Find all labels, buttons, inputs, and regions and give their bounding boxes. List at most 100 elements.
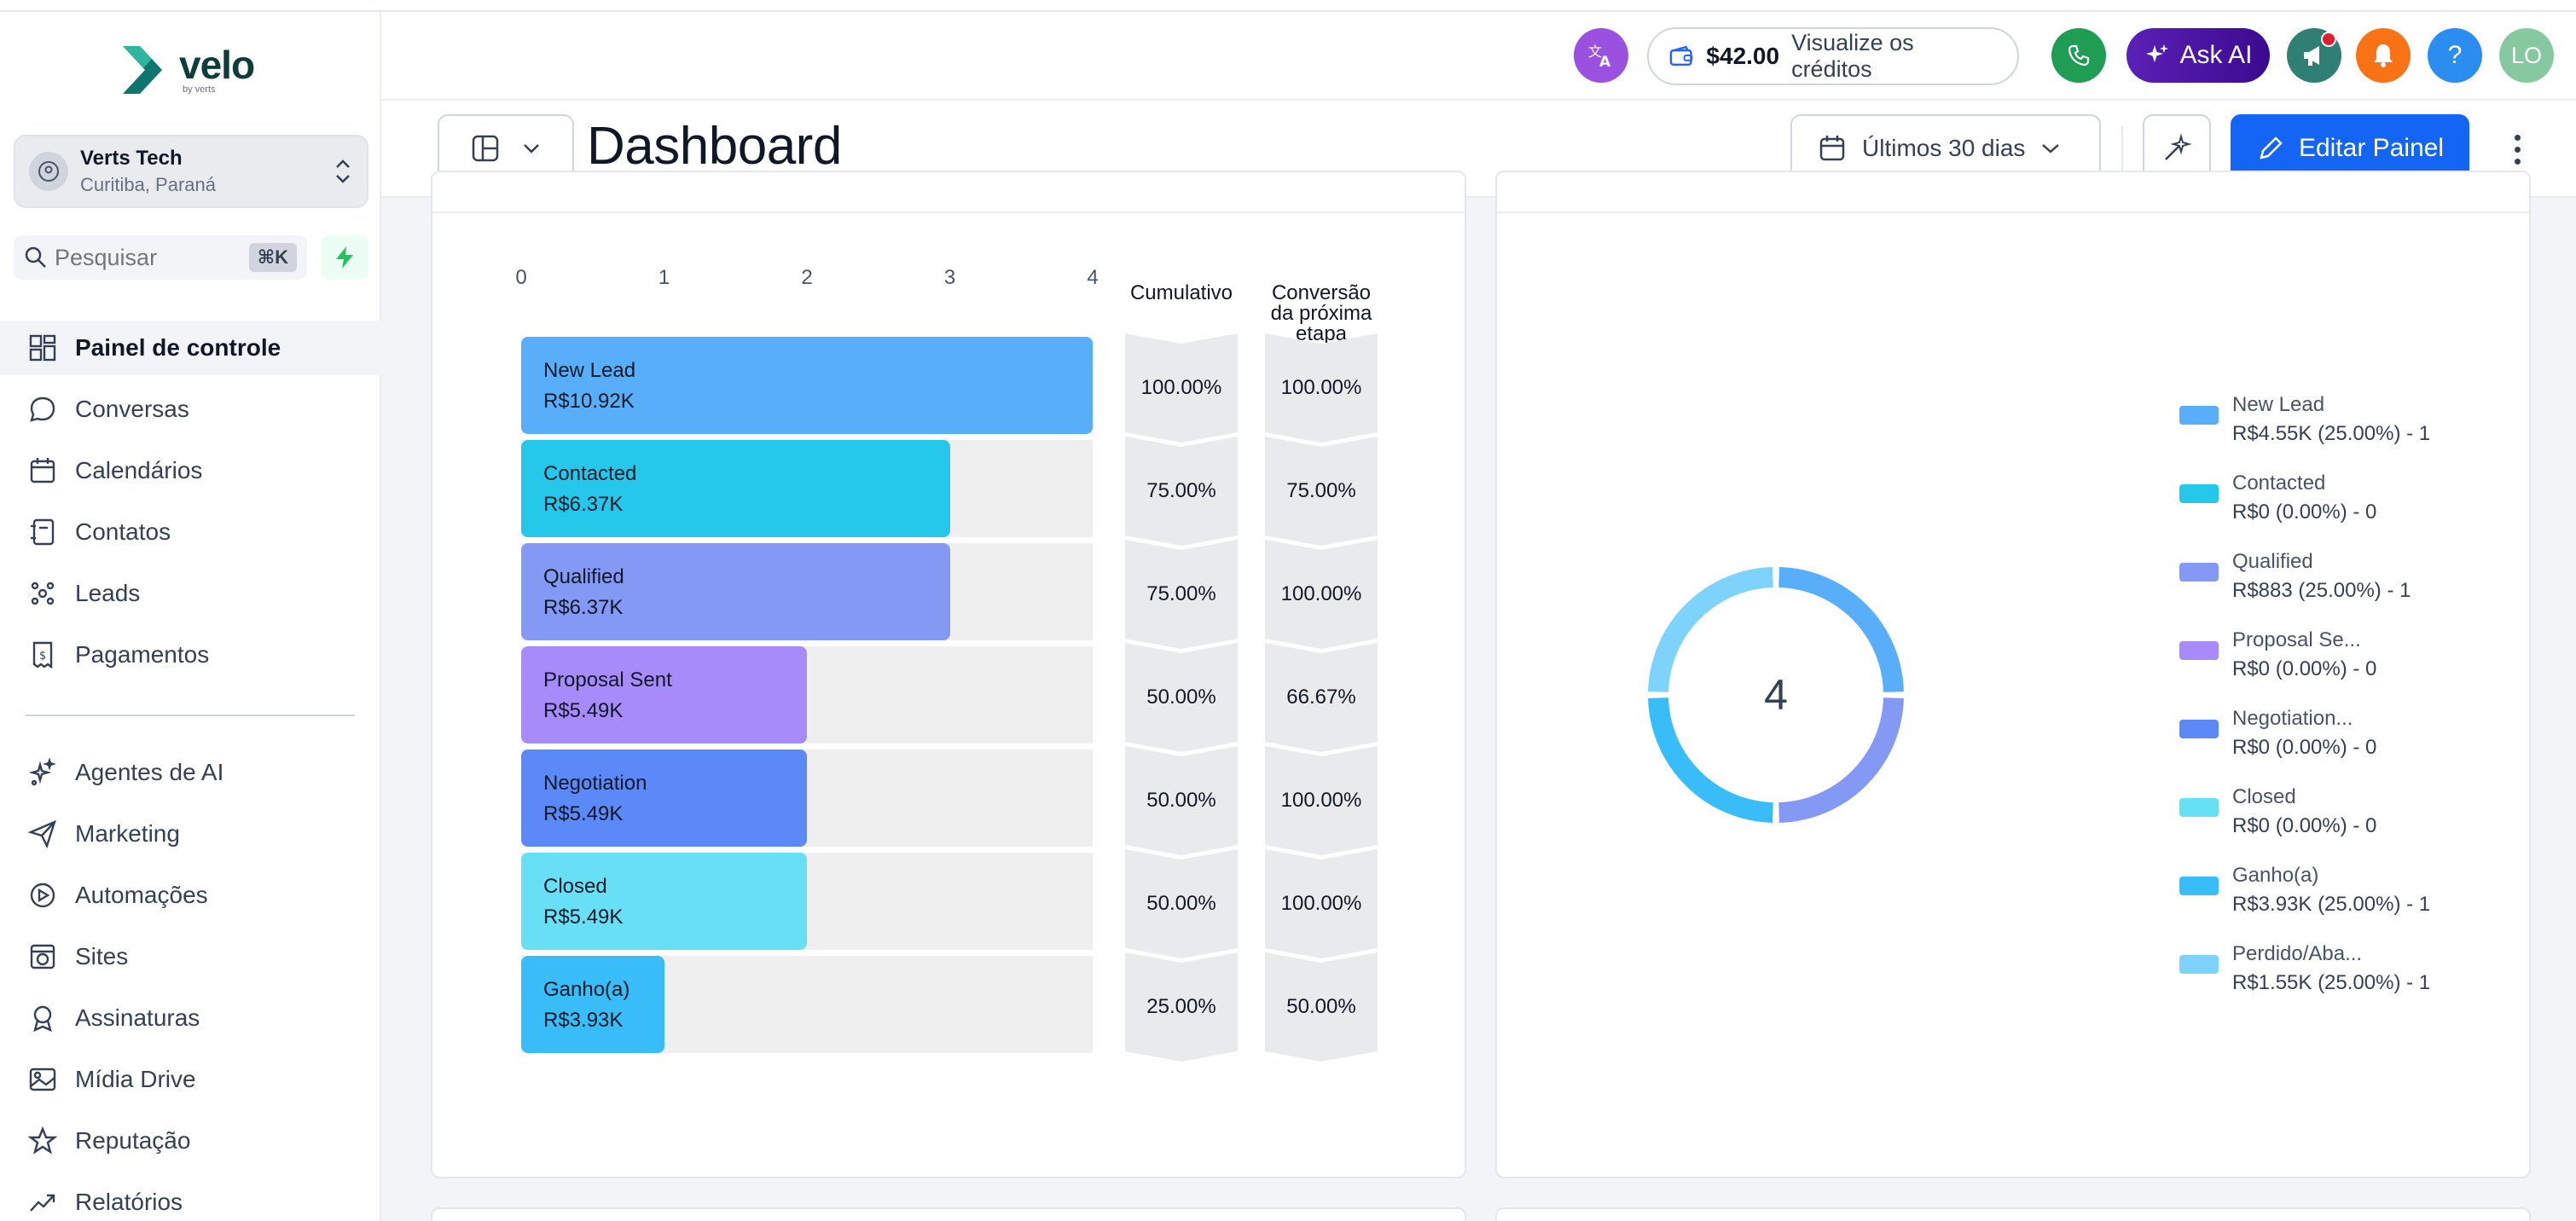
chevron-updown-icon: [336, 159, 350, 183]
sidebar-item-pagamentos[interactable]: $ Pagamentos: [0, 628, 381, 682]
date-range-label: Últimos 30 dias: [1862, 135, 2026, 161]
sidebar-item-midia-drive[interactable]: Mídia Drive: [0, 1052, 381, 1107]
funnel-bar-track: Qualified R$6.37K: [521, 543, 1093, 640]
credits-pill[interactable]: $42.00 Visualize os créditos: [1647, 27, 2019, 85]
donut-segment[interactable]: [1778, 697, 1904, 823]
funnel-bar[interactable]: [521, 853, 807, 950]
sidebar-item-label: Relatórios: [75, 1189, 183, 1215]
sidebar-item-label: Agentes de AI: [75, 759, 224, 785]
legend-name: Qualified: [2232, 550, 2313, 573]
legend-item[interactable]: New Lead R$4.55K (25.00%) - 1: [2179, 391, 2430, 448]
funnel-bar-track: Closed R$5.49K: [521, 853, 1093, 950]
funnel-bar[interactable]: [521, 749, 807, 847]
funnel-chart: 0 1 2 3 4 Cumulativo Conversão da próxima etapa N…: [432, 172, 1468, 1180]
edit-dashboard-label: Editar Painel: [2298, 134, 2445, 162]
card-header-divider: [432, 211, 1465, 213]
axis-tick-label: 1: [658, 266, 670, 289]
velo-logo-icon: [123, 46, 162, 94]
funnel-bar[interactable]: [521, 337, 1093, 434]
donut-total: 4: [1764, 671, 1788, 719]
sidebar-item-conversas[interactable]: Conversas: [0, 382, 381, 437]
donut-segment[interactable]: [1778, 567, 1904, 692]
chevron-down-icon: [524, 144, 539, 153]
announcements-button[interactable]: [2287, 28, 2341, 83]
legend-value: R$0 (0.00%) - 0: [2232, 814, 2377, 837]
sites-icon: [27, 941, 58, 972]
sidebar-item-label: Leads: [75, 580, 141, 606]
legend-swatch: [2179, 798, 2219, 817]
funnel-card: 0 1 2 3 4 Cumulativo Conversão da próxima etapa N…: [431, 171, 1466, 1178]
account-name: Verts Tech: [80, 147, 183, 170]
more-options-icon[interactable]: [2502, 126, 2532, 172]
sidebar-item-agentes-de-ai[interactable]: Agentes de AI: [0, 745, 381, 800]
sidebar-item-label: Reputação: [75, 1127, 191, 1154]
legend-item[interactable]: Proposal Se... R$0 (0.00%) - 0: [2179, 626, 2376, 684]
sidebar-item-contatos[interactable]: Contatos: [0, 505, 381, 559]
account-location: Curitiba, Paraná: [80, 174, 216, 195]
sidebar-item-label: Calendários: [75, 457, 203, 483]
funnel-bar-track: New Lead R$10.92K: [521, 337, 1093, 434]
help-button[interactable]: ?: [2428, 28, 2482, 83]
image-icon: [27, 1064, 58, 1095]
legend-item[interactable]: Qualified R$883 (25.00%) - 1: [2179, 547, 2411, 605]
search-icon: [25, 246, 46, 268]
phone-icon: [2068, 44, 2090, 67]
legend-value: R$0 (0.00%) - 0: [2232, 501, 2377, 524]
sidebar-item-automacoes[interactable]: Automações: [0, 868, 381, 923]
brand-sub: by verts: [183, 84, 216, 95]
account-avatar: [29, 152, 68, 191]
payments-icon: $: [27, 639, 58, 670]
donut-segment[interactable]: [1648, 567, 1773, 692]
funnel-bar-track: Proposal Sent R$5.49K: [521, 646, 1093, 744]
legend-item[interactable]: Closed R$0 (0.00%) - 0: [2179, 783, 2376, 841]
next-card-left: [431, 1207, 1466, 1221]
credits-amount: $42.00: [1706, 43, 1780, 69]
sidebar-item-sites[interactable]: Sites: [0, 929, 381, 984]
search-input[interactable]: [55, 244, 242, 271]
funnel-bar[interactable]: [521, 543, 950, 640]
sidebar-item-relatorios[interactable]: Relatórios: [0, 1175, 381, 1221]
funnel-bar[interactable]: [521, 956, 664, 1053]
brand-logo[interactable]: velo by verts: [119, 43, 255, 97]
legend-item[interactable]: Contacted R$0 (0.00%) - 0: [2179, 469, 2376, 527]
legend-item[interactable]: Negotiation... R$0 (0.00%) - 0: [2179, 704, 2376, 762]
translate-icon: 文 A: [1588, 43, 1611, 70]
nav-divider: [26, 715, 355, 716]
legend-swatch: [2179, 641, 2219, 660]
sidebar-item-painel-de-controle[interactable]: Painel de controle: [0, 321, 381, 375]
phone-button[interactable]: [2051, 28, 2106, 83]
sidebar-item-label: Sites: [75, 943, 129, 969]
quick-action-button[interactable]: [321, 235, 368, 280]
legend-swatch: [2179, 563, 2219, 582]
view-credits-link[interactable]: Visualize os créditos: [1791, 30, 1914, 82]
window-top-edge: [0, 0, 2576, 12]
translate-button[interactable]: 文 A: [1574, 28, 1628, 83]
cumulative-value: 75.00%: [1125, 437, 1238, 546]
sidebar-item-calendarios[interactable]: Calendários: [0, 443, 381, 498]
legend-item[interactable]: Perdido/Aba... R$1.55K (25.00%) - 1: [2179, 940, 2430, 998]
grid-icon: [27, 333, 58, 363]
cumulative-header: Cumulativo: [1129, 281, 1233, 304]
notifications-button[interactable]: [2356, 28, 2411, 83]
ask-ai-button[interactable]: Ask AI: [2126, 28, 2270, 83]
card-header-divider: [1497, 211, 2529, 213]
sidebar-item-assinaturas[interactable]: Assinaturas: [0, 991, 381, 1045]
legend-value: R$4.55K (25.00%) - 1: [2232, 422, 2431, 445]
sidebar-item-leads[interactable]: Leads: [0, 566, 381, 621]
cumulative-value: 50.00%: [1125, 643, 1238, 752]
sidebar-item-reputacao[interactable]: Reputação: [0, 1114, 381, 1168]
pipeline-distribution-card: 4 New Lead R$4.55K (25.00%) - 1 Contacted R…: [1495, 171, 2531, 1178]
brand-name: velo: [179, 43, 255, 87]
account-switcher[interactable]: Verts Tech Curitiba, Paraná: [14, 135, 368, 208]
legend-name: Negotiation...: [2232, 707, 2353, 730]
funnel-bar-label: Ganho(a) R$3.93K: [543, 978, 630, 1032]
funnel-bar-label: New Lead R$10.92K: [543, 359, 636, 413]
legend-item[interactable]: Ganho(a) R$3.93K (25.00%) - 1: [2179, 861, 2430, 919]
funnel-bar[interactable]: [521, 646, 807, 744]
search-box[interactable]: ⌘K: [14, 235, 307, 280]
donut-segment[interactable]: [1648, 697, 1773, 823]
sidebar-item-marketing[interactable]: Marketing: [0, 807, 381, 861]
user-avatar[interactable]: LO: [2499, 28, 2554, 83]
funnel-bar[interactable]: [521, 440, 950, 537]
conversion-value: 100.00%: [1265, 746, 1378, 855]
